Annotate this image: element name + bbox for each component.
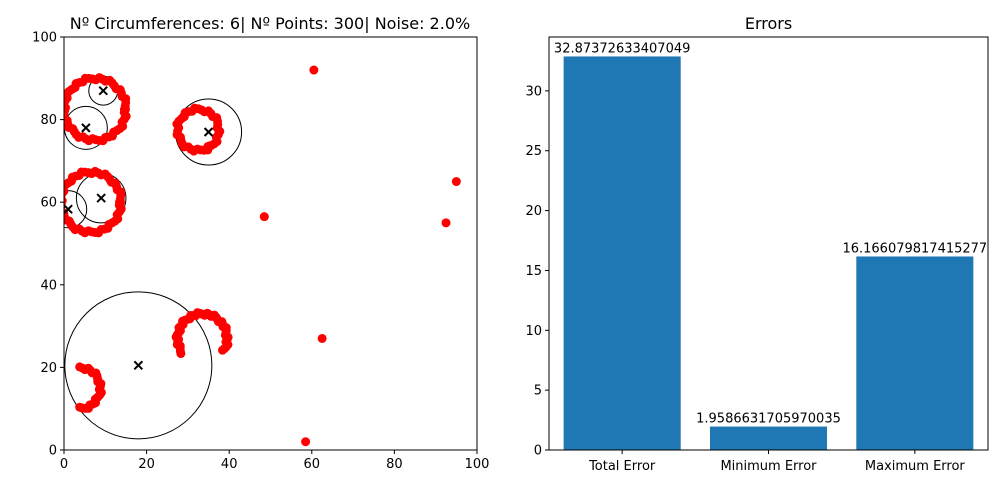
x-tick-label: 100: [465, 457, 490, 472]
noise-point: [451, 177, 461, 187]
center-marker: [96, 193, 106, 203]
scatter-chart-title: Nº Circumferences: 6| Nº Points: 300| No…: [70, 14, 470, 33]
scatter-axes-frame: [63, 36, 478, 451]
data-points: [64, 65, 461, 447]
x-tick-label: Total Error: [588, 459, 656, 474]
y-tick-label: 0: [49, 444, 57, 459]
y-tick-label: 15: [525, 264, 542, 279]
y-tick-label: 0: [534, 444, 542, 459]
center-marker-stroke: [81, 123, 91, 133]
center-marker: [203, 127, 214, 137]
bars: 32.87372633407049 1.9586631705970035 16.16…: [554, 41, 987, 451]
noise-point: [309, 65, 319, 75]
data-point: [115, 197, 125, 207]
y-tick-label: 25: [525, 144, 542, 159]
y-tick-label: 100: [32, 31, 57, 46]
bar-value-label: 16.166079817415277: [842, 241, 987, 256]
bar: [709, 426, 828, 450]
noise-point: [441, 218, 451, 228]
data-point: [205, 141, 215, 151]
x-tick-label: Maximum Error: [865, 459, 966, 474]
center-marker-stroke: [98, 85, 108, 96]
bar-chart-title: Errors: [745, 14, 792, 33]
fitted-circle: [64, 291, 213, 440]
x-tick-label: 80: [386, 457, 403, 472]
bar-value-label: 32.87372633407049: [554, 41, 690, 56]
y-tick-label: 80: [40, 113, 57, 128]
noise-point: [301, 437, 311, 447]
data-point: [120, 104, 130, 114]
bar: [563, 56, 681, 451]
center-marker-stroke: [203, 127, 214, 137]
center-marker-stroke: [63, 204, 73, 214]
y-tick-label: 60: [40, 196, 57, 211]
center-marker-stroke: [133, 360, 144, 371]
data-point: [75, 362, 85, 372]
fitted-centers: [63, 85, 214, 371]
data-point: [64, 190, 67, 198]
y-tick-label: 20: [40, 361, 57, 376]
x-tick-label: 60: [304, 457, 321, 472]
y-tick-label: 5: [534, 384, 542, 399]
scatter-axis-ticks: 0 20 40 60 80 100 0 20 40 60 80 100: [32, 31, 489, 473]
noise-point: [317, 333, 327, 343]
x-tick-label: 20: [138, 457, 155, 472]
y-tick-label: 20: [525, 204, 542, 219]
center-marker: [133, 360, 144, 371]
center-marker: [63, 204, 73, 214]
y-tick-label: 40: [40, 278, 57, 293]
bar-axes-frame: [548, 36, 989, 451]
x-tick-label: 40: [221, 457, 238, 472]
x-tick-label: 0: [60, 457, 68, 472]
bar-axis-ticks: 0 5 10 15 20 25 30 Total Error Minimum Error Maxi…: [525, 84, 965, 474]
data-point: [176, 349, 186, 359]
center-marker-stroke: [96, 193, 106, 203]
scatter-chart: Nº Circumferences: 6| Nº Points: 300| No…: [32, 14, 489, 472]
y-tick-label: 30: [525, 84, 542, 99]
y-tick-label: 10: [525, 324, 542, 339]
center-marker: [81, 123, 91, 133]
center-marker: [98, 85, 108, 96]
bar-value-label: 1.9586631705970035: [696, 412, 841, 427]
bar-chart: Errors 0 5 10 15 20 25 30 Total Error Minimum Er…: [525, 14, 989, 474]
x-tick-label: Minimum Error: [720, 459, 817, 474]
noise-point: [259, 212, 269, 222]
bar: [856, 256, 974, 450]
